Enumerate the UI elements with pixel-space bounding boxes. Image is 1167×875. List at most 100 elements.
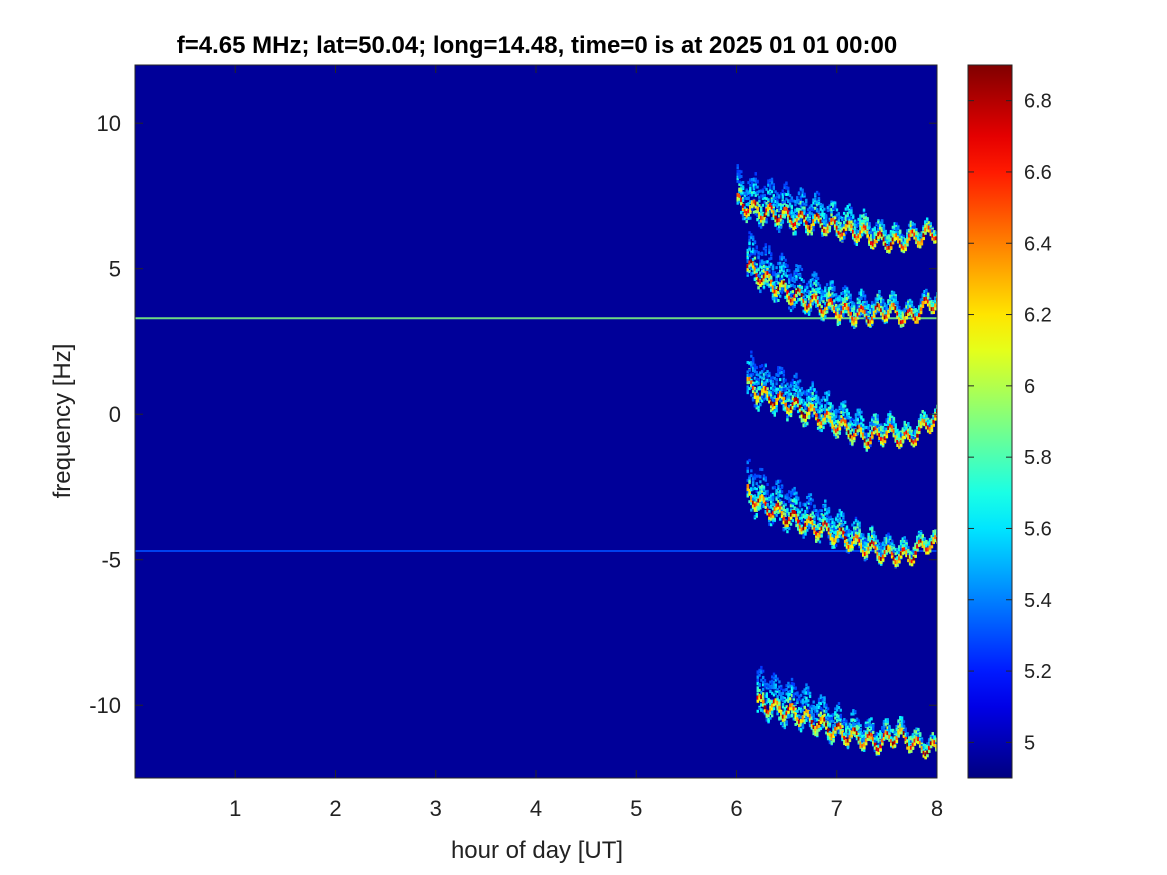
trace-cell [820,429,823,433]
trace-cell [827,390,831,394]
trace-cell [768,495,771,499]
trace-ridge-cell [926,425,930,430]
trace-ridge-cell [930,428,934,432]
trace-cell [755,372,758,376]
trace-cell [871,418,874,422]
trace-cell [869,422,872,426]
trace-ridge-cell [918,245,922,249]
trace-ridge-cell [854,429,858,434]
trace-ridge-cell [764,271,768,276]
trace-cell [894,294,897,298]
trace-ridge-cell [849,315,852,319]
trace-ridge-cell [836,318,840,322]
trace-cell [761,203,765,207]
trace-cell [814,199,817,203]
trace-ridge-cell [871,320,874,324]
trace-cell [755,406,758,410]
trace-cell [838,307,841,311]
trace-ridge-cell [816,422,820,426]
trace-cell [925,418,928,422]
trace-cell [816,426,820,430]
trace-cell [836,323,840,327]
trace-cell [783,186,786,190]
trace-cell [796,207,799,211]
trace-cell [835,208,839,212]
trace-cell [908,298,912,302]
trace-ridge-cell [840,423,843,427]
trace-ridge-cell [797,287,800,292]
trace-ridge-cell [750,495,753,500]
trace-cell [927,221,931,225]
trace-cell [804,424,807,428]
trace-cell [777,272,780,276]
trace-cell [854,416,858,420]
trace-cell [747,181,750,185]
trace-cell [762,367,766,371]
trace-cell [833,433,836,437]
trace-ridge-cell [741,203,745,208]
trace-cell [930,420,933,424]
trace-cell [856,417,859,421]
trace-cell [889,230,893,234]
trace-cell [818,406,822,410]
trace-cell [780,274,784,278]
trace-ridge-cell [895,233,898,238]
trace-cell [770,179,774,183]
trace-cell [800,407,804,411]
trace-cell [785,181,788,185]
trace-ridge-cell [797,217,801,221]
trace-cell [934,297,937,301]
trace-ridge-cell [818,309,822,313]
trace-cell [871,421,874,425]
trace-cell [769,386,773,390]
trace-ridge-cell [934,303,937,308]
trace-cell [775,273,778,277]
trace-ridge-cell [753,503,757,508]
trace-cell [772,208,775,212]
trace-cell [751,247,755,251]
trace-ridge-cell [819,219,823,224]
trace-cell [773,299,776,303]
trace-ridge-cell [867,441,871,446]
trace-ridge-cell [800,293,804,298]
trace-cell [853,241,857,245]
trace-cell [795,384,798,388]
trace-ridge-cell [815,212,819,217]
trace-cell [877,219,880,223]
trace-cell [820,317,823,321]
trace-cell [788,392,791,396]
trace-cell [913,227,916,231]
trace-cell [741,180,745,184]
trace-cell [900,233,904,237]
trace-cell [807,311,811,315]
trace-cell [813,395,816,399]
trace-cell [771,376,775,380]
trace-cell [906,234,909,238]
trace-ridge-cell [923,297,926,302]
trace-cell [858,415,861,419]
trace-cell [822,300,825,304]
trace-cell [800,419,804,423]
trace-cell [769,505,773,509]
trace-cell [856,432,859,436]
trace-ridge-cell [840,419,843,424]
trace-cell [912,310,915,314]
trace-cell [755,265,758,269]
trace-ridge-cell [901,319,905,324]
trace-cell [825,296,829,300]
trace-cell [773,271,776,275]
trace-cell [895,226,898,230]
trace-cell [771,265,775,269]
trace-cell [857,217,860,221]
trace-cell [887,423,890,427]
trace-ridge-cell [852,322,856,326]
trace-cell [760,395,764,399]
trace-ridge-cell [897,236,900,241]
trace-ridge-cell [751,265,755,269]
trace-ridge-cell [892,429,896,434]
trace-cell [755,489,758,493]
trace-cell [751,483,755,487]
trace-cell [881,434,885,438]
trace-cell [777,281,780,285]
trace-cell [809,402,813,406]
